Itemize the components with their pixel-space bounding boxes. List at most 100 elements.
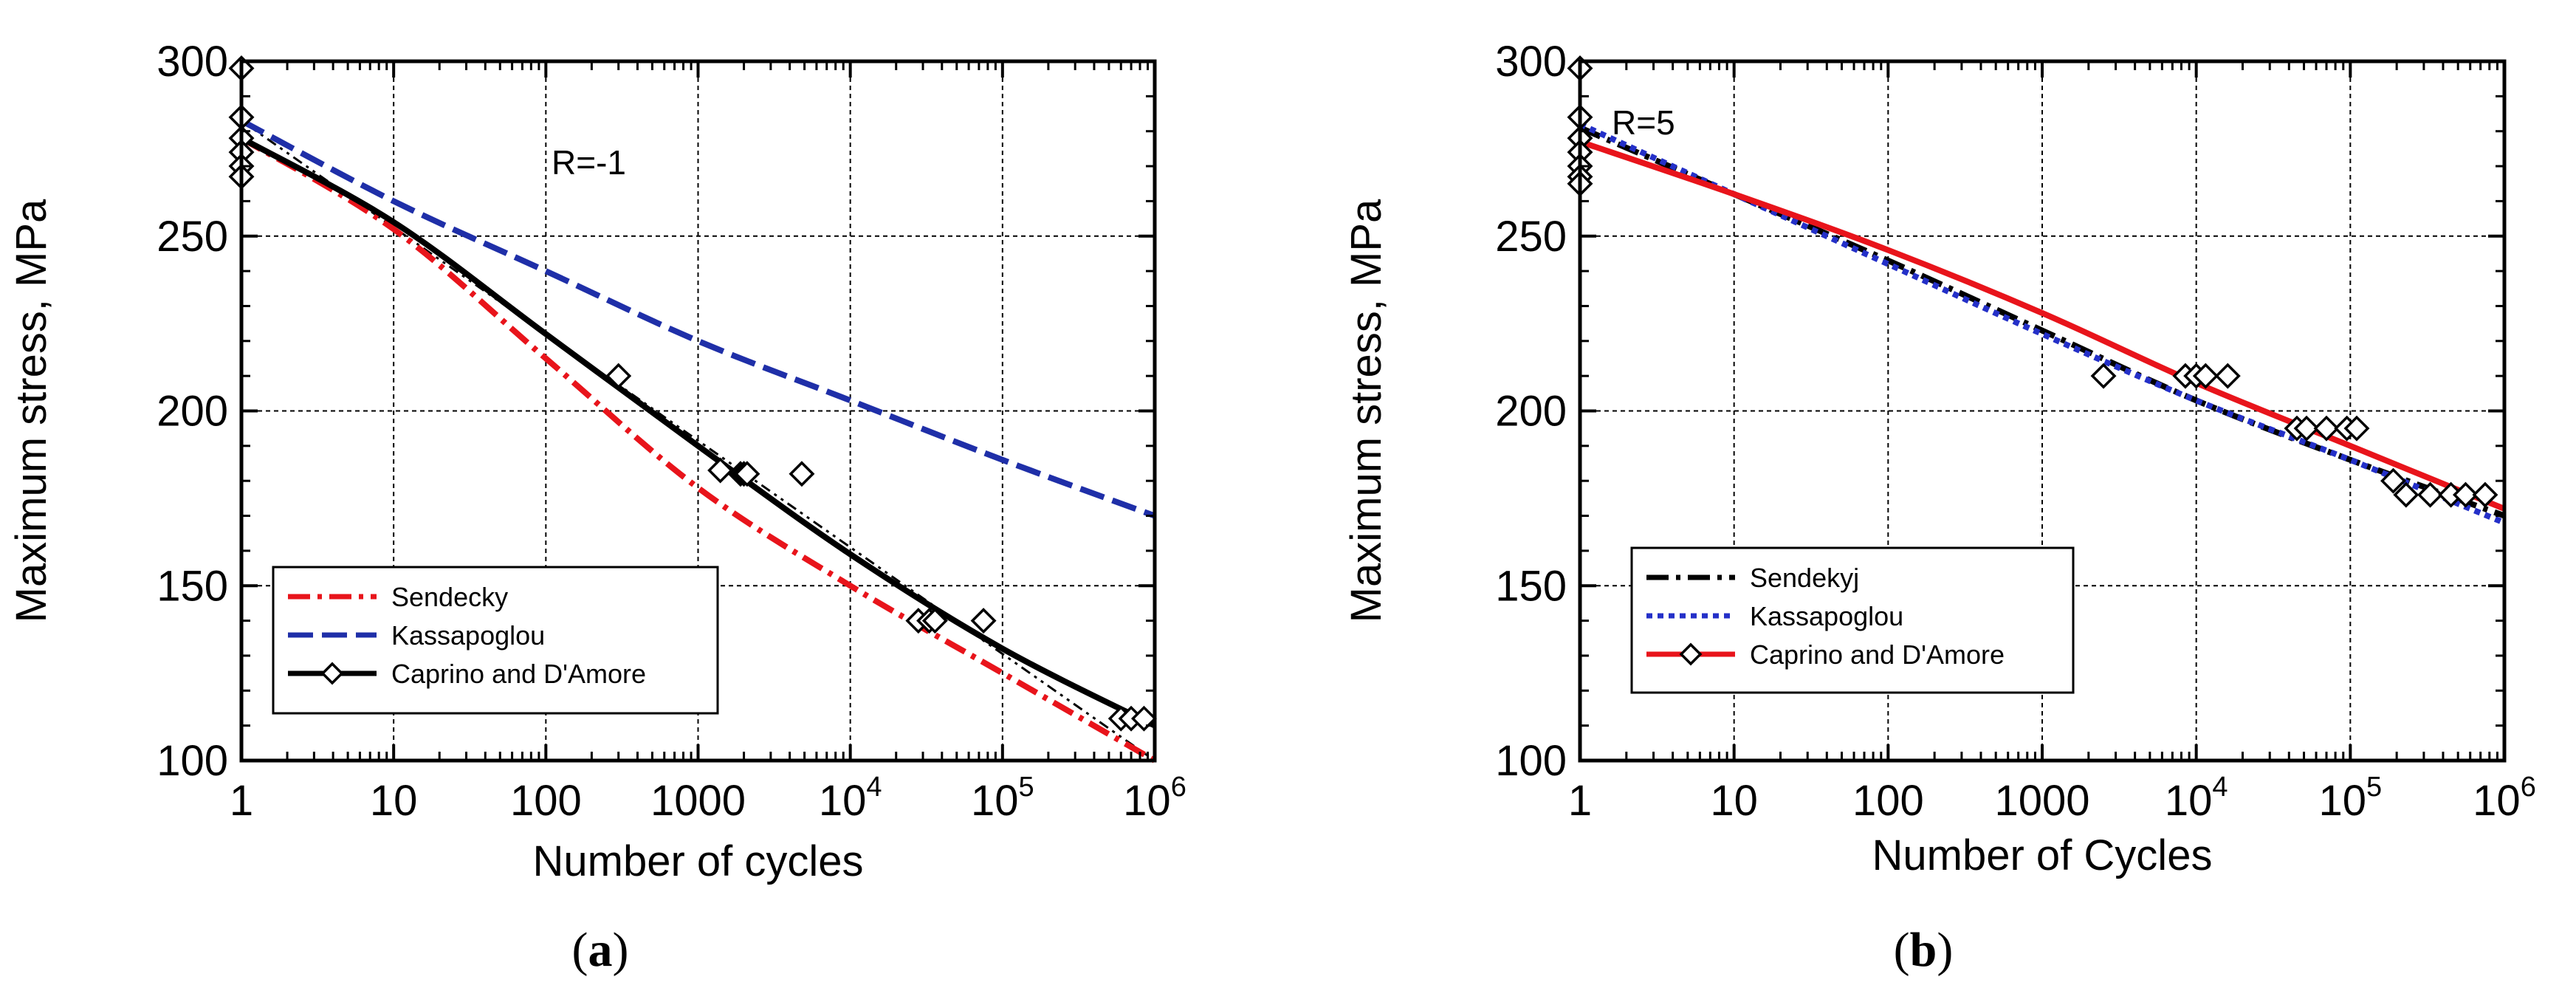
- data-point-diamond: [2343, 415, 2370, 442]
- annotation-a: R=-1: [552, 143, 626, 182]
- legend-box-b: [1630, 546, 2075, 694]
- legend-label-2: Caprino and D'Amore: [1750, 639, 2005, 670]
- data-point-diamond: [605, 363, 632, 389]
- y-tick-label: 300: [1495, 38, 1567, 86]
- series-line-1: [240, 117, 1156, 519]
- series-line-2: [1579, 139, 2506, 512]
- data-point-diamond: [789, 461, 815, 487]
- points-layer-b: [1567, 55, 2498, 508]
- panel-caption-b: (b): [1894, 923, 1954, 977]
- x-tick-label: 105: [2319, 772, 2383, 825]
- caption-open-b: (: [1894, 923, 1910, 977]
- data-point-diamond: [2313, 415, 2340, 442]
- x-tick-label: 105: [971, 772, 1034, 825]
- y-tick-label: 250: [157, 213, 228, 261]
- data-point-diamond: [1130, 705, 1157, 732]
- x-tick-label: 1: [230, 777, 253, 825]
- legend-items-b: Sendekyj Kassapoglou Caprino and D'Amore: [1646, 563, 2005, 670]
- data-point-diamond: [2090, 363, 2117, 389]
- x-tick-label-base: 1: [230, 777, 253, 825]
- series-layer-b: [1579, 121, 2506, 526]
- x-tick-label: 100: [1852, 777, 1924, 825]
- data-point-diamond: [2393, 481, 2419, 508]
- data-point-diamond: [2380, 467, 2406, 494]
- legend-label-1: Kassapoglou: [391, 620, 545, 651]
- grid-b: [1580, 61, 2504, 761]
- y-tick-label: 200: [157, 388, 228, 436]
- legend-label-2: Caprino and D'Amore: [391, 659, 646, 689]
- y-tick-label: 250: [1495, 213, 1567, 261]
- series-layer-a: [239, 117, 1156, 763]
- data-point-diamond: [2452, 481, 2479, 508]
- x-tick-label: 1000: [650, 777, 746, 825]
- x-tick-label-exp: 6: [1171, 772, 1186, 803]
- legend-marker-diamond: [1679, 642, 1703, 666]
- caption-letter-b: b: [1910, 923, 1937, 977]
- data-point-diamond: [2472, 481, 2498, 508]
- y-tick-label: 300: [157, 38, 228, 86]
- x-tick-label-base: 10: [819, 777, 867, 825]
- x-tick-label: 106: [1123, 772, 1186, 825]
- x-tick-label-base: 10: [2319, 777, 2367, 825]
- x-tick-label-base: 1000: [1994, 777, 2089, 825]
- x-tick-label: 1: [1568, 777, 1592, 825]
- caption-letter-a: a: [588, 923, 613, 977]
- x-tick-label: 10: [370, 777, 418, 825]
- y-tick-label: 200: [1495, 388, 1567, 436]
- annotation-b: R=5: [1612, 103, 1675, 142]
- x-tick-label-base: 10: [971, 777, 1019, 825]
- data-point-diamond: [2214, 363, 2241, 389]
- x-tick-label-base: 10: [2165, 777, 2213, 825]
- x-tick-label: 104: [819, 772, 882, 825]
- y-tick-label: 100: [157, 737, 228, 785]
- x-tick-label-base: 100: [510, 777, 582, 825]
- x-tick-label-exp: 4: [866, 772, 882, 803]
- caption-close-a: ): [613, 923, 629, 977]
- x-tick-label: 10: [1710, 777, 1758, 825]
- legend-label-0: Sendekyj: [1750, 563, 1859, 593]
- x-tick-label-base: 10: [1710, 777, 1758, 825]
- caption-open-a: (: [572, 923, 588, 977]
- legend-label-0: Sendecky: [391, 582, 508, 612]
- legend-box-a: [272, 566, 719, 715]
- data-point-diamond: [734, 461, 760, 487]
- legend-b: Sendekyj Kassapoglou Caprino and D'Amore: [1630, 546, 2075, 694]
- y-tick-label: 100: [1495, 737, 1567, 785]
- data-point-diamond: [921, 608, 948, 634]
- x-tick-label-base: 10: [1123, 777, 1171, 825]
- y-axis-label-b: Maximum stress, MPa: [1342, 199, 1390, 622]
- legend-a: Sendecky Kassapoglou Caprino and D'Amore: [272, 566, 719, 715]
- x-tick-label: 104: [2165, 772, 2228, 825]
- y-tick-label: 150: [1495, 562, 1567, 610]
- x-tick-label-base: 10: [370, 777, 418, 825]
- legend-marker-diamond: [320, 662, 344, 685]
- x-tick-label-base: 1000: [650, 777, 746, 825]
- data-point-diamond: [2293, 415, 2320, 442]
- data-point-diamond: [2192, 363, 2219, 389]
- x-tick-label: 106: [2473, 772, 2536, 825]
- x-tick-label-exp: 5: [2366, 772, 2382, 803]
- x-tick-label-base: 100: [1852, 777, 1924, 825]
- x-tick-label: 100: [510, 777, 582, 825]
- y-tick-label: 150: [157, 562, 228, 610]
- caption-close-b: ): [1937, 923, 1953, 977]
- legend-items-a: Sendecky Kassapoglou Caprino and D'Amore: [288, 582, 646, 689]
- data-point-diamond: [970, 608, 997, 634]
- series-trend-line: [241, 120, 1155, 762]
- data-point-diamond: [2417, 481, 2444, 508]
- series-line-0: [239, 135, 1156, 763]
- legend-label-1: Kassapoglou: [1750, 601, 1903, 631]
- x-tick-label-exp: 5: [1019, 772, 1034, 803]
- x-tick-label-exp: 6: [2521, 772, 2536, 803]
- x-tick-label-exp: 4: [2212, 772, 2228, 803]
- x-tick-label: 1000: [1994, 777, 2089, 825]
- y-axis-label-a: Maximum stress, MPa: [7, 199, 55, 622]
- data-point-diamond: [707, 457, 734, 484]
- panel-caption-a: (a): [572, 923, 629, 977]
- x-tick-label-base: 10: [2473, 777, 2521, 825]
- x-axis-label-a: Number of cycles: [532, 837, 863, 885]
